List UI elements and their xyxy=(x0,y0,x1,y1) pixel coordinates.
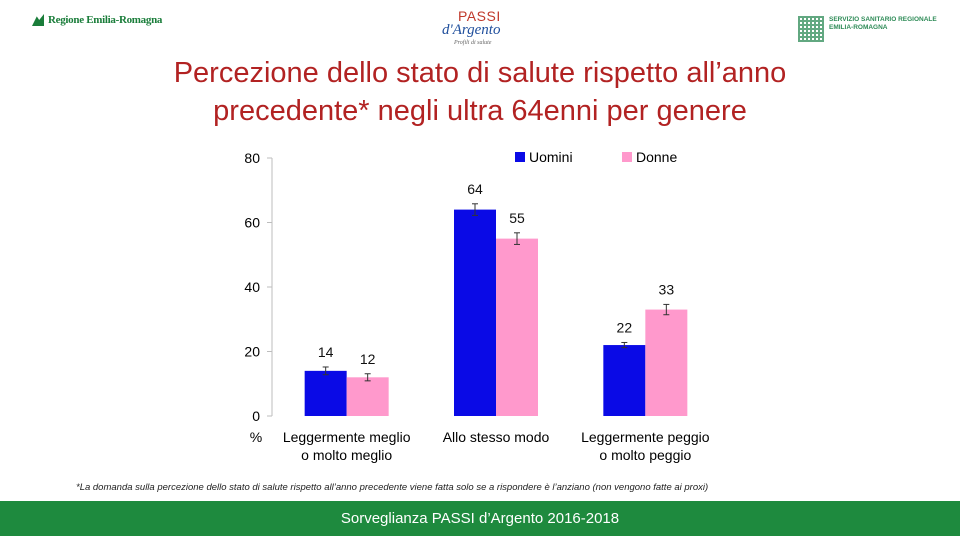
bar-uomini-1 xyxy=(454,209,496,416)
data-label-uomini-1: 64 xyxy=(467,181,483,197)
y-unit-label: % xyxy=(250,429,262,445)
data-label-uomini-0: 14 xyxy=(318,344,334,360)
legend-swatch-donne xyxy=(622,152,632,162)
x-tick-label-2-line1: Leggermente peggio xyxy=(581,429,710,445)
x-tick-label-0-line2: o molto meglio xyxy=(301,447,392,463)
y-tick-label-2: 40 xyxy=(244,279,260,295)
legend-label-donne: Donne xyxy=(636,149,677,165)
y-tick-label-4: 80 xyxy=(244,150,260,166)
data-label-donne-2: 33 xyxy=(659,281,675,297)
legend-swatch-uomini xyxy=(515,152,525,162)
page-title: Percezione dello stato di salute rispett… xyxy=(80,54,880,130)
logo-tagline-text: Profili di salute xyxy=(454,40,492,46)
health-service-logo-text: SERVIZIO SANITARIO REGIONALE EMILIA-ROMA… xyxy=(829,16,937,32)
bar-uomini-2 xyxy=(603,345,646,416)
x-tick-label-1-line1: Allo stesso modo xyxy=(443,429,550,445)
health-service-logo-mark xyxy=(798,16,824,42)
bar-donne-1 xyxy=(496,238,538,416)
passi-argento-logo: PASSI d'Argento Profili di salute xyxy=(440,8,520,48)
health-service-logo-line1: SERVIZIO SANITARIO REGIONALE xyxy=(829,16,937,23)
y-tick-label-0: 0 xyxy=(252,408,260,424)
bar-donne-2 xyxy=(645,309,688,416)
logo-argento-text: d'Argento xyxy=(442,22,501,38)
footer-band xyxy=(0,501,960,536)
page-title-line1: Percezione dello stato di salute rispett… xyxy=(173,57,787,89)
y-tick-label-3: 60 xyxy=(244,215,260,231)
data-label-donne-0: 12 xyxy=(360,351,376,367)
y-tick-label-1: 20 xyxy=(244,344,260,360)
region-logo-text: Regione Emilia-Romagna xyxy=(48,14,163,26)
data-label-donne-1: 55 xyxy=(509,210,525,226)
legend-label-uomini: Uomini xyxy=(529,149,573,165)
region-logo: Regione Emilia-Romagna xyxy=(32,14,162,26)
footer-text: Sorveglianza PASSI d’Argento 2016-2018 xyxy=(340,510,620,527)
bar-uomini-0 xyxy=(304,370,347,416)
health-service-logo: SERVIZIO SANITARIO REGIONALE EMILIA-ROMA… xyxy=(798,16,937,42)
footnote: *La domanda sulla percezione dello stato… xyxy=(76,482,709,493)
x-tick-label-0-line1: Leggermente meglio xyxy=(283,429,411,445)
bar-donne-0 xyxy=(346,377,389,416)
logo-passi-text: PASSI xyxy=(458,8,501,24)
data-label-uomini-2: 22 xyxy=(617,319,633,335)
health-service-logo-line2: EMILIA-ROMAGNA xyxy=(829,24,888,31)
page-title-line2: precedente* negli ultra 64enni per gener… xyxy=(213,95,747,127)
x-tick-label-2-line2: o molto peggio xyxy=(599,447,691,463)
